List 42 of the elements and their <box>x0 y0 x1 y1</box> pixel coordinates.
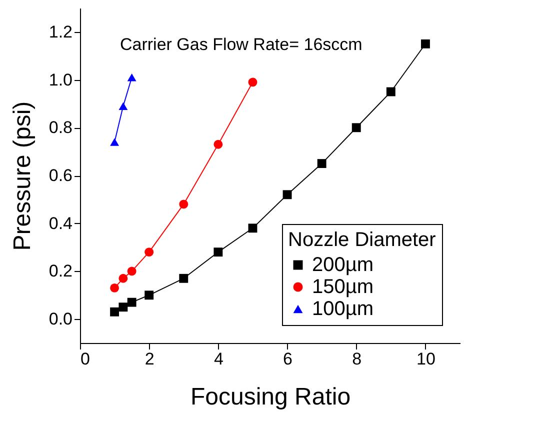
x-tick-label: 4 <box>214 350 224 368</box>
point <box>110 284 120 292</box>
legend-label: 150µm <box>312 276 374 298</box>
point <box>248 224 258 233</box>
point <box>144 290 154 300</box>
y-tick-label: 0.6 <box>48 166 72 185</box>
x-axis-title: Focusing Ratio <box>190 384 351 410</box>
point <box>282 190 292 200</box>
x-tick-label: 8 <box>352 350 362 368</box>
point <box>214 248 223 257</box>
x-tick-label: 2 <box>144 350 154 368</box>
y-axis-title: Pressure (psi) <box>8 101 36 251</box>
y-tick-label: 1.2 <box>48 22 72 42</box>
point <box>118 102 128 110</box>
x-tick-label: 10 <box>416 350 436 368</box>
x-tick-label: 0 <box>80 350 90 368</box>
point <box>127 74 136 82</box>
y-tick-label: 0.8 <box>48 118 72 138</box>
point <box>144 248 154 257</box>
y-tick-label: 0.2 <box>48 262 72 281</box>
point <box>214 140 223 149</box>
point <box>127 298 136 307</box>
point <box>317 159 326 168</box>
y-tick-label: 0.0 <box>48 310 72 329</box>
y-tick-label: 1.0 <box>48 70 72 90</box>
legend-label: 100µm <box>312 298 374 320</box>
point <box>118 274 128 283</box>
point <box>179 200 188 209</box>
y-tick-label: 0.4 <box>48 214 72 233</box>
point <box>118 302 128 312</box>
point <box>420 39 430 48</box>
point <box>110 307 120 316</box>
annotation: Carrier Gas Flow Rate= 16sccm <box>120 35 362 54</box>
point <box>127 266 136 276</box>
x-tick-label: 6 <box>283 350 293 368</box>
point <box>352 123 361 132</box>
point <box>110 138 120 146</box>
point <box>248 78 258 87</box>
point <box>179 274 188 283</box>
point <box>386 87 396 96</box>
legend-title: Nozzle Diameter <box>288 229 436 251</box>
legend-label: 200µm <box>312 254 374 276</box>
